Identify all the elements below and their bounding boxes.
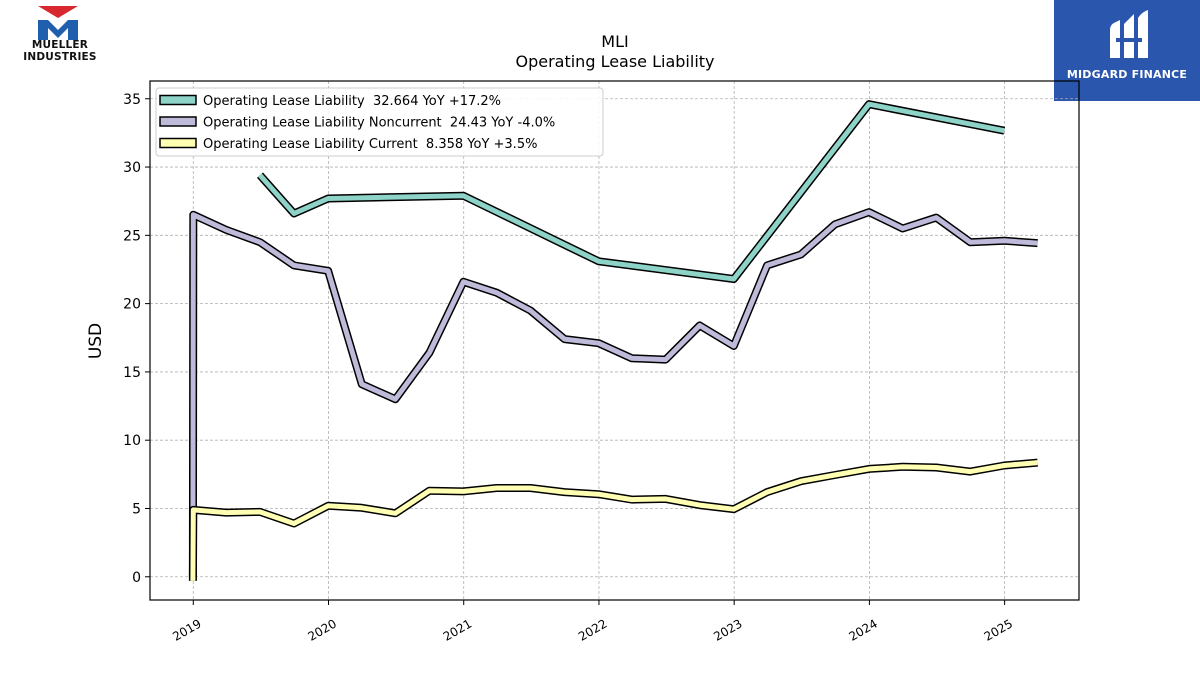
plot-frame [149, 80, 1080, 601]
chart-title: MLI [601, 32, 629, 51]
x-tick-label: 2021 [441, 616, 474, 643]
y-tick-label: 25 [123, 228, 141, 244]
legend-box [155, 87, 604, 157]
y-tick-label: 0 [132, 570, 141, 586]
mueller-industries-logo: MUELLER INDUSTRIES [20, 6, 100, 66]
y-tick-label: 15 [123, 365, 141, 381]
y-tick-label: 20 [123, 297, 141, 313]
series-lines [188, 100, 1038, 581]
y-axis: 0 5 10 15 20 25 30 35 [123, 92, 150, 586]
x-axis: 2019 2020 2021 2022 2023 2024 2025 [170, 600, 1015, 644]
x-tick-label: 2023 [711, 616, 744, 643]
legend-swatch-1 [159, 116, 197, 127]
logo-word-2: INDUSTRIES [23, 51, 97, 63]
y-tick-label: 30 [123, 160, 141, 176]
legend-swatch-0 [159, 94, 197, 106]
midgard-finance-logo: MIDGARD FINANCE [1054, 0, 1200, 101]
y-tick-label: 10 [123, 433, 141, 449]
series-outline-2 [188, 458, 1038, 581]
x-tick-label: 2022 [576, 616, 609, 643]
y-axis-label: USD [86, 323, 106, 359]
x-tick-label: 2020 [306, 616, 339, 643]
x-tick-label: 2019 [170, 616, 203, 643]
x-tick-label: 2024 [846, 616, 879, 643]
brand-name: MIDGARD FINANCE [1066, 68, 1188, 81]
legend-label-0: Operating Lease Liability 32.664 YoY +17… [203, 94, 501, 109]
midgard-emblem-icon [1110, 10, 1148, 58]
mueller-emblem-icon [38, 6, 78, 40]
legend-label-2: Operating Lease Liability Current 8.358 … [203, 137, 537, 152]
grid-lines [150, 81, 1079, 600]
chart-subtitle: Operating Lease Liability [515, 52, 715, 71]
x-tick-label: 2025 [982, 616, 1015, 643]
y-tick-label: 5 [132, 501, 141, 517]
legend-label-1: Operating Lease Liability Noncurrent 24.… [203, 116, 555, 131]
logo-word-1: MUELLER [31, 39, 89, 51]
series-line-0 [258, 101, 1005, 282]
series-line-2 [190, 460, 1038, 581]
legend: Operating Lease Liability 32.664 YoY +17… [155, 87, 604, 157]
y-tick-label: 35 [123, 92, 141, 108]
legend-swatch-2 [159, 137, 197, 149]
series-line-1 [190, 209, 1038, 577]
